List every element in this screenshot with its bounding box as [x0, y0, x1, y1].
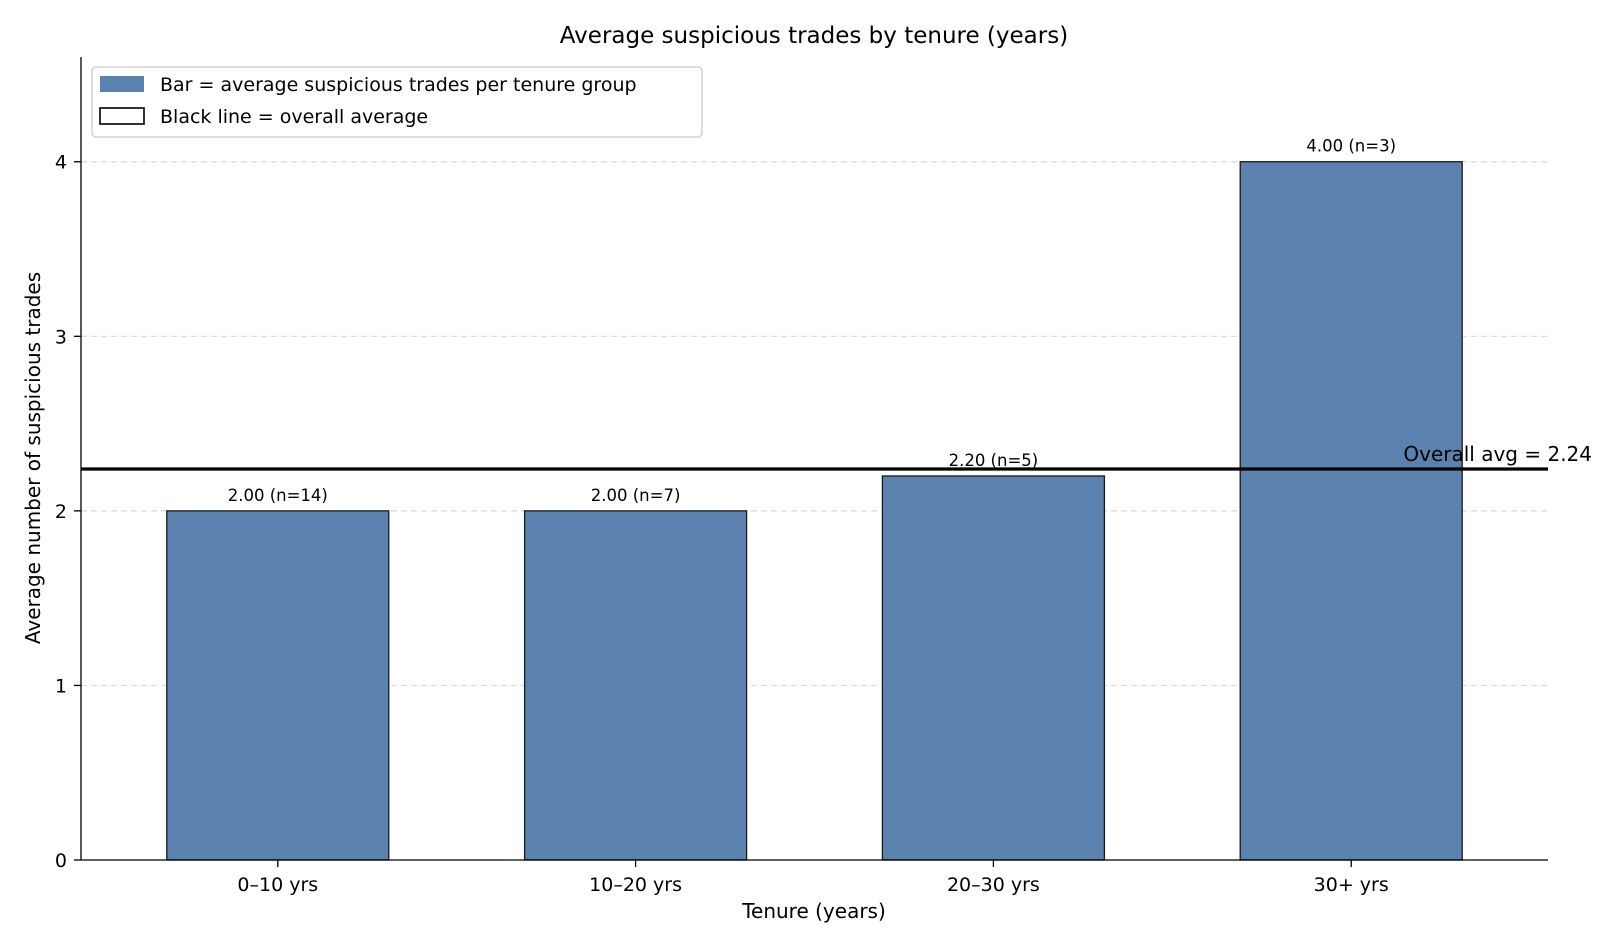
y-ticks: 0 1 2 3 4 [55, 152, 81, 872]
y-tick-label: 1 [55, 675, 67, 697]
bars [166, 161, 1463, 861]
overall-average-label: Overall avg = 2.24 [1403, 442, 1592, 466]
y-tick-label: 4 [55, 152, 67, 174]
x-tick-label: 10–20 yrs [589, 874, 682, 896]
legend-swatch-bar [100, 76, 144, 92]
overall-average: Overall avg = 2.24 [81, 442, 1592, 471]
legend-entry-label: Bar = average suspicious trades per tenu… [160, 74, 637, 96]
y-tick-label: 2 [55, 501, 67, 523]
y-tick-label: 3 [55, 326, 67, 348]
x-ticks: 0–10 yrs 10–20 yrs 20–30 yrs 30+ yrs [237, 860, 1389, 896]
bar [166, 510, 390, 861]
bar-value-label: 4.00 (n=3) [1306, 137, 1396, 156]
x-tick-label: 0–10 yrs [237, 874, 318, 896]
bar [1239, 161, 1463, 861]
bar-value-label: 2.20 (n=5) [949, 451, 1039, 470]
y-axis-label: Average number of suspicious trades [21, 272, 45, 644]
x-tick-label: 20–30 yrs [947, 874, 1040, 896]
legend: Bar = average suspicious trades per tenu… [91, 66, 703, 138]
bar-value-label: 2.00 (n=14) [228, 486, 328, 505]
chart-title: Average suspicious trades by tenure (yea… [560, 23, 1068, 49]
legend-entry-label: Black line = overall average [160, 106, 428, 128]
x-tick-label: 30+ yrs [1314, 874, 1389, 896]
legend-box [91, 66, 703, 138]
legend-swatch-line [99, 107, 145, 125]
bar [523, 510, 748, 861]
axes [80, 57, 1548, 861]
bar-labels: 2.00 (n=14) 2.00 (n=7) 2.20 (n=5) 4.00 (n=3… [228, 137, 1396, 505]
bar-value-label: 2.00 (n=7) [591, 486, 681, 505]
bar [881, 475, 1106, 861]
x-axis-label: Tenure (years) [741, 899, 886, 923]
y-tick-label: 0 [55, 850, 67, 872]
